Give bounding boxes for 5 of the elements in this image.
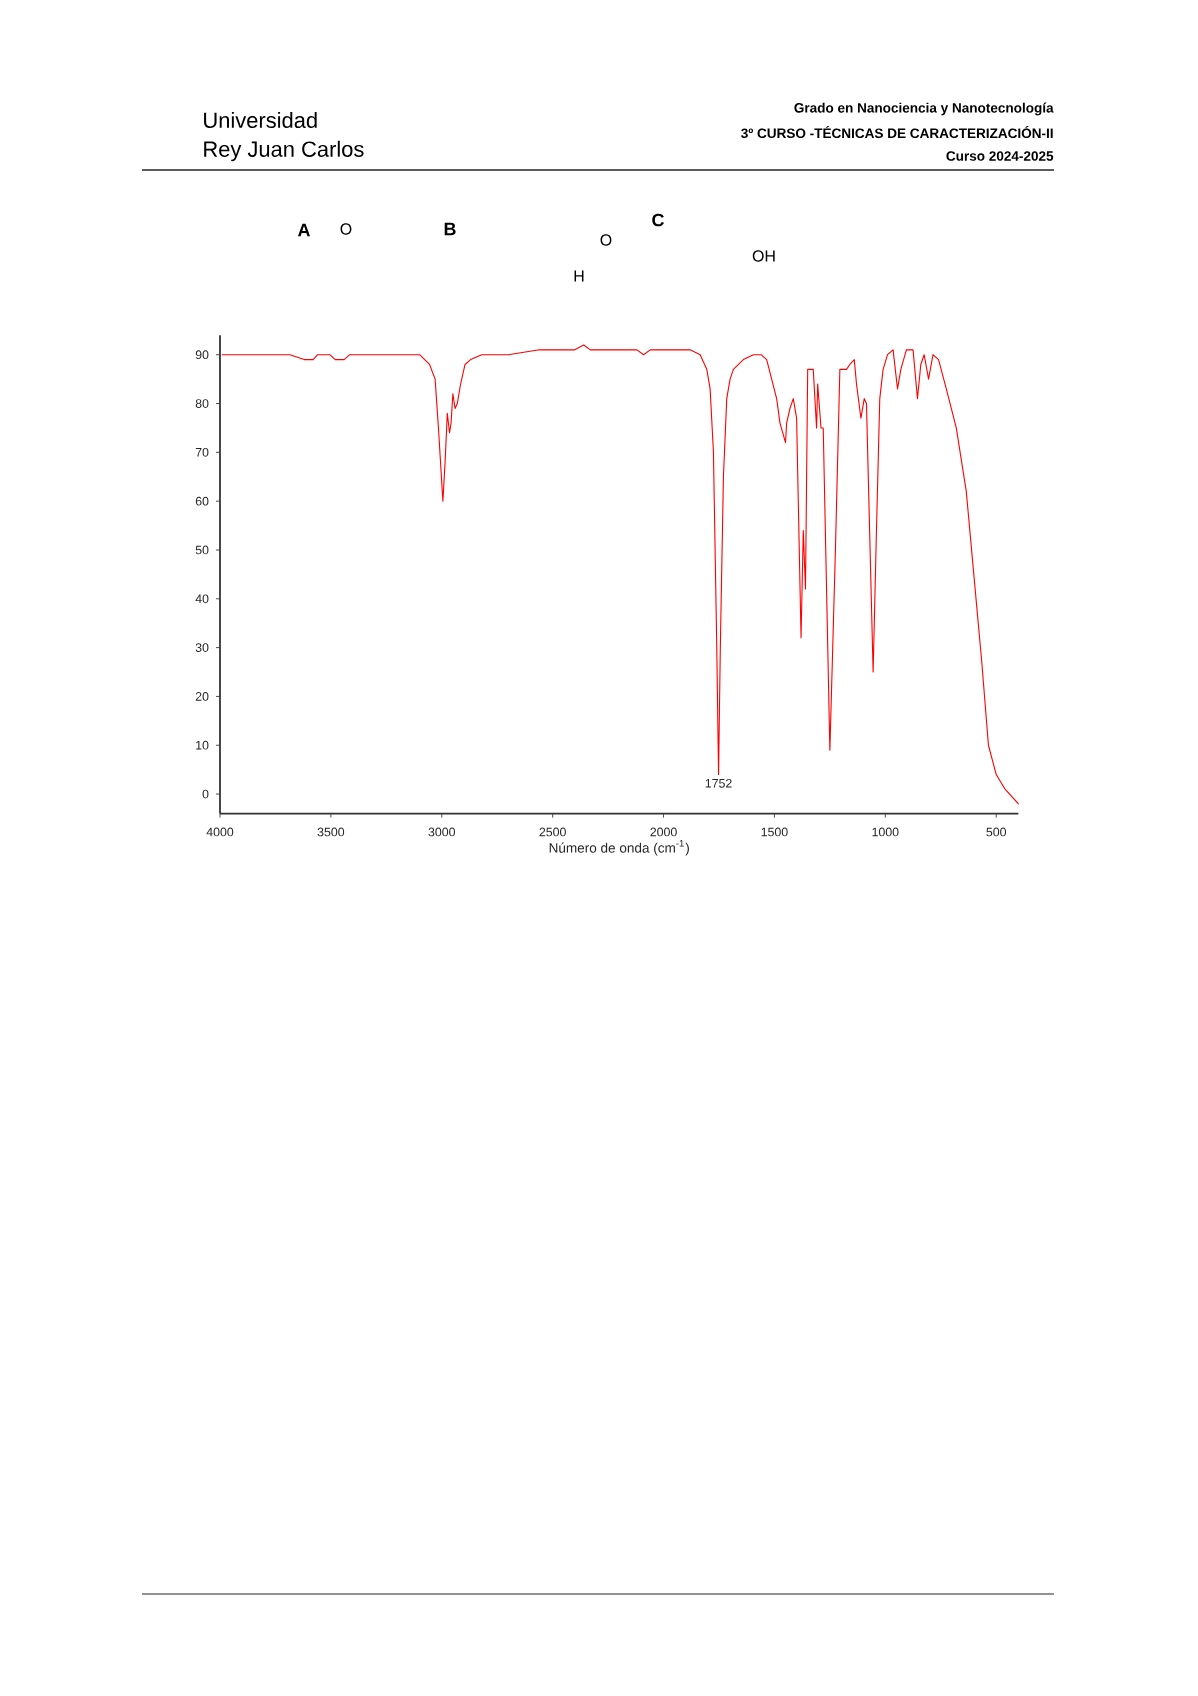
text: B xyxy=(444,222,456,236)
text: C xyxy=(652,213,664,227)
text: Rey Juan Carlos xyxy=(204,140,364,162)
text: A xyxy=(297,223,310,237)
text: Universidad xyxy=(204,111,317,129)
